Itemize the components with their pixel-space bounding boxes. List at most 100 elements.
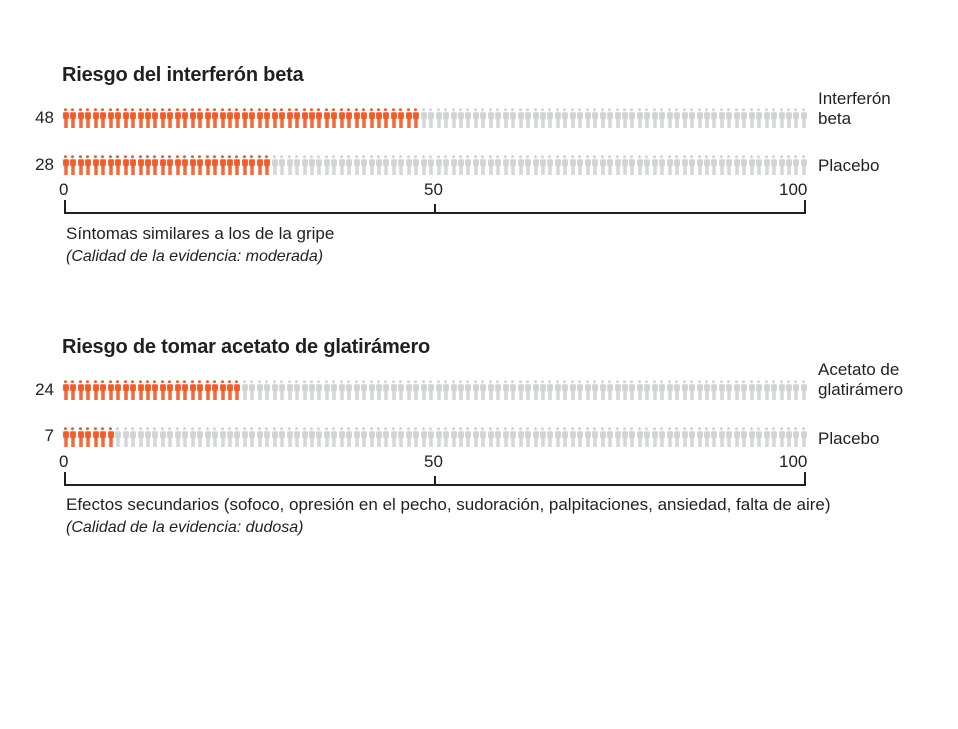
panel-2-row-1-count: 24 [35, 380, 54, 399]
person-icon [666, 380, 673, 400]
person-icon [472, 155, 479, 175]
person-icon [167, 427, 174, 447]
person-icon [383, 380, 390, 400]
person-icon [115, 155, 122, 175]
person-icon [651, 380, 658, 400]
person-icon [234, 155, 241, 175]
person-icon [376, 380, 382, 400]
person-icon [562, 427, 569, 447]
person-icon [189, 380, 196, 400]
person-icon [167, 108, 174, 128]
person-icon [666, 108, 673, 128]
person-icon [793, 155, 800, 175]
person-icon [353, 380, 360, 400]
person-icon [264, 427, 271, 447]
person-icon [435, 108, 442, 128]
person-icon [62, 108, 69, 128]
person-icon [226, 108, 233, 128]
person-icon [264, 380, 271, 400]
person-icon [301, 380, 308, 400]
person-icon [308, 427, 315, 447]
person-icon [137, 380, 144, 400]
panel-1-axis-tick-50 [434, 204, 436, 214]
person-icon [308, 380, 315, 400]
person-icon [301, 108, 308, 128]
person-icon [443, 155, 450, 175]
person-icon [376, 427, 382, 447]
person-icon [368, 380, 375, 400]
person-icon [621, 427, 628, 447]
panel-1-tick-0: 0 [59, 180, 69, 199]
person-icon [107, 427, 114, 447]
person-icon [204, 108, 211, 128]
person-icon [413, 155, 420, 175]
person-icon [696, 380, 703, 400]
person-icon [547, 380, 554, 400]
person-icon [100, 380, 107, 400]
person-icon [689, 427, 695, 447]
person-icon [674, 380, 681, 400]
person-icon [584, 108, 591, 128]
person-icon [785, 427, 792, 447]
person-icon [651, 155, 658, 175]
person-icon [70, 155, 77, 175]
person-icon [681, 380, 688, 400]
person-icon [435, 380, 442, 400]
person-icon [338, 380, 345, 400]
person-icon [92, 108, 99, 128]
person-icon [569, 427, 576, 447]
person-icon [152, 155, 159, 175]
person-icon [368, 427, 375, 447]
person-icon [85, 108, 92, 128]
person-icon [241, 427, 248, 447]
person-icon [681, 155, 688, 175]
person-icon [405, 380, 412, 400]
person-icon [525, 380, 531, 400]
person-icon [756, 108, 763, 128]
person-icon [316, 380, 323, 400]
person-icon [532, 108, 539, 128]
person-icon [92, 155, 99, 175]
person-icon [495, 155, 502, 175]
person-icon [711, 155, 718, 175]
person-icon [539, 155, 546, 175]
person-icon [405, 155, 412, 175]
person-icon [286, 380, 293, 400]
person-icon [674, 155, 681, 175]
person-icon [703, 427, 710, 447]
person-icon [636, 108, 643, 128]
person-icon [621, 108, 628, 128]
person-icon [174, 155, 181, 175]
person-icon [614, 380, 621, 400]
person-icon [510, 108, 517, 128]
person-icon [696, 427, 703, 447]
person-icon [532, 155, 539, 175]
person-icon [510, 155, 517, 175]
person-icon [718, 380, 725, 400]
person-icon [137, 155, 144, 175]
person-icon [547, 155, 554, 175]
person-icon [629, 380, 636, 400]
person-icon [383, 108, 390, 128]
panel-1-axis-tick-100 [804, 200, 806, 214]
person-icon [107, 155, 114, 175]
person-icon [726, 155, 733, 175]
person-icon [674, 108, 681, 128]
person-icon [323, 108, 330, 128]
person-icon [681, 427, 688, 447]
person-icon [85, 155, 92, 175]
person-icon [517, 380, 524, 400]
person-icon [390, 108, 397, 128]
person-icon [778, 108, 785, 128]
person-icon [279, 427, 286, 447]
person-icon [212, 108, 218, 128]
person-icon [428, 155, 435, 175]
person-icon [629, 427, 636, 447]
person-icon [733, 380, 740, 400]
person-icon [718, 155, 725, 175]
person-icon [636, 427, 643, 447]
person-icon [85, 380, 92, 400]
person-icon [115, 108, 122, 128]
person-icon [771, 108, 777, 128]
person-icon [264, 108, 271, 128]
